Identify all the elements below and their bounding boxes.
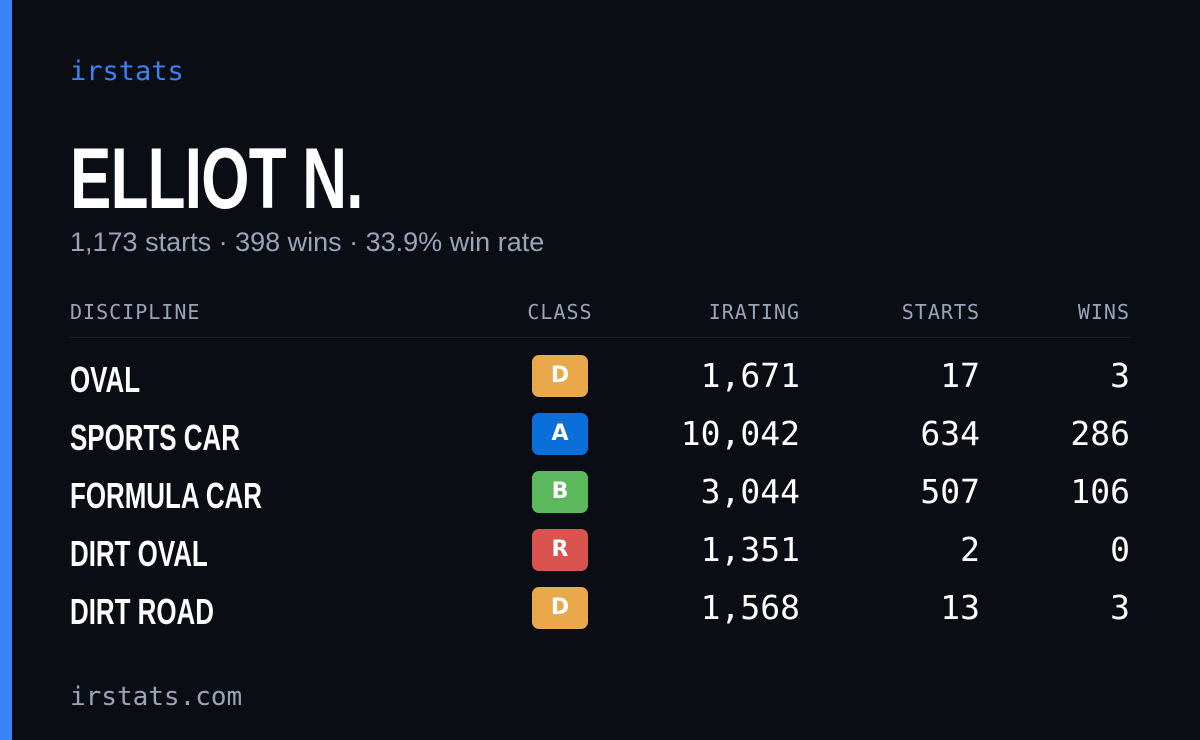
player-name: ELLIOT N. — [70, 131, 364, 227]
wins: 106 — [1070, 472, 1130, 511]
class-badge: B — [532, 471, 588, 513]
starts: 2 — [960, 530, 980, 569]
accent-bar — [0, 0, 12, 740]
wins: 0 — [1110, 530, 1130, 569]
irating: 1,671 — [700, 356, 800, 395]
starts: 634 — [920, 414, 980, 453]
column-header: DISCIPLINE — [70, 300, 201, 324]
irating: 3,044 — [700, 472, 800, 511]
discipline: DIRT OVAL — [70, 533, 208, 574]
divider — [70, 337, 1130, 338]
discipline: DIRT ROAD — [70, 591, 214, 632]
summary: 1,173 starts · 398 wins · 33.9% win rate — [70, 227, 545, 257]
wins: 286 — [1070, 414, 1130, 453]
column-header: STARTS — [901, 300, 980, 324]
starts: 17 — [940, 356, 980, 395]
class-badge: D — [532, 355, 588, 397]
column-header: IRATING — [708, 300, 800, 324]
wins: 3 — [1110, 588, 1130, 627]
starts: 13 — [940, 588, 980, 627]
discipline: OVAL — [70, 359, 141, 400]
column-header: CLASS — [527, 300, 593, 324]
irating: 10,042 — [680, 414, 800, 453]
footer: irstats.com — [70, 682, 243, 712]
discipline: SPORTS CAR — [70, 417, 240, 458]
class-badge: R — [532, 529, 588, 571]
irating: 1,351 — [700, 530, 800, 569]
irating: 1,568 — [700, 588, 800, 627]
column-header: WINS — [1077, 300, 1130, 324]
starts: 507 — [920, 472, 980, 511]
class-badge: A — [532, 413, 588, 455]
class-badge: D — [532, 587, 588, 629]
wins: 3 — [1110, 356, 1130, 395]
brand: irstats — [70, 56, 184, 87]
discipline: FORMULA CAR — [70, 475, 262, 516]
